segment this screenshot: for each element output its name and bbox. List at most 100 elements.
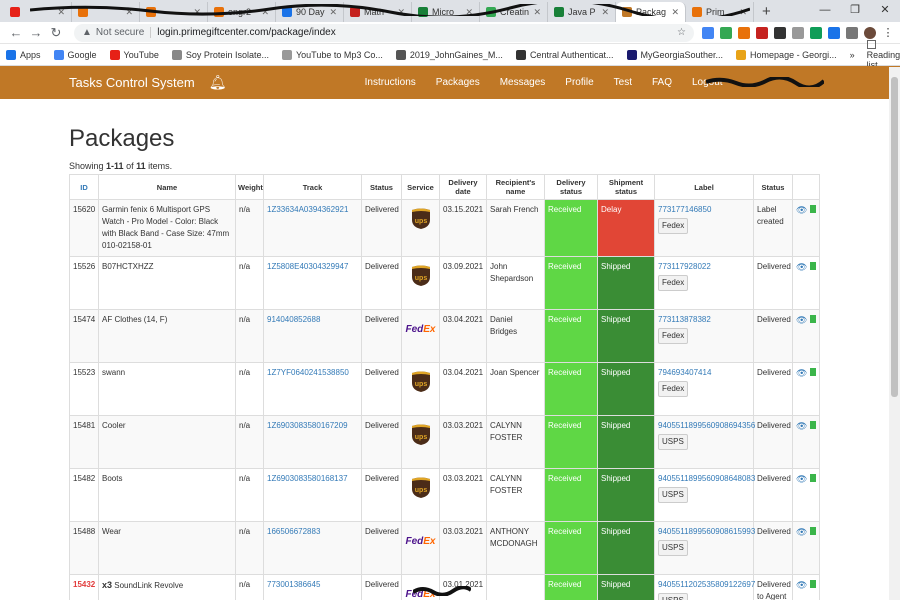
close-tab-icon[interactable]: ✕ [329, 6, 337, 17]
eye-icon[interactable]: 👁︎ [796, 205, 808, 215]
eye-icon[interactable]: 👁︎ [796, 421, 808, 431]
label-number-link[interactable]: 773177146850 [658, 205, 712, 214]
label-number-link[interactable]: 773113878382 [658, 315, 711, 324]
bookmark-item[interactable]: Homepage - Georgi... [736, 49, 837, 60]
label-status: Label created [753, 199, 793, 257]
reload-icon[interactable]: ↻ [50, 24, 62, 40]
bookmark-item[interactable]: YouTube to Mp3 Co... [281, 49, 383, 60]
extension-icon[interactable] [810, 26, 822, 39]
nav-link-profile[interactable]: Profile [565, 77, 594, 88]
track-link[interactable]: 166506672883 [263, 521, 362, 575]
nav-link-messages[interactable]: Messages [499, 77, 546, 88]
nav-link-test[interactable]: Test [613, 77, 632, 88]
maximize-icon[interactable]: ❐ [850, 4, 860, 16]
bookmark-item[interactable]: 2019_JohnGaines_M... [395, 49, 503, 60]
more-bookmarks-icon[interactable]: » [849, 49, 855, 60]
file-icon[interactable] [810, 368, 816, 376]
close-tab-icon[interactable]: ✕ [601, 6, 609, 17]
label-cell: 773117928022 Fedex [654, 256, 754, 310]
label-carrier-badge: USPS [658, 593, 688, 600]
track-link[interactable]: 914040852688 [263, 309, 362, 363]
forward-icon[interactable]: → [29, 25, 43, 40]
extension-icon[interactable] [738, 26, 750, 39]
extension-icon[interactable] [828, 26, 840, 39]
file-icon[interactable] [810, 205, 816, 213]
file-icon[interactable] [810, 315, 816, 323]
extension-icon[interactable] [774, 26, 786, 39]
browser-tab[interactable]: Packag ✕ [616, 2, 686, 22]
eye-icon[interactable]: 👁︎ [796, 368, 808, 378]
scrollbar-thumb[interactable] [891, 77, 898, 397]
extension-icon[interactable] [846, 26, 858, 39]
close-tab-icon[interactable]: ✕ [397, 6, 405, 17]
close-tab-icon[interactable]: ✕ [125, 6, 133, 17]
favicon-icon [692, 7, 702, 17]
column-header[interactable]: ID [69, 174, 99, 200]
nav-link-packages[interactable]: Packages [435, 77, 480, 88]
file-icon[interactable] [810, 421, 816, 429]
track-link[interactable]: 773001386645 [263, 574, 362, 600]
bookmark-item[interactable]: MyGeorgiaSouther... [626, 49, 723, 60]
bell-icon[interactable]: 🔔︎ [208, 74, 227, 90]
browser-tab[interactable]: ✕ [72, 2, 140, 22]
star-icon[interactable]: ☆ [677, 27, 686, 38]
eye-icon[interactable]: 👁︎ [796, 262, 808, 272]
reading-list-button[interactable]: Reading list [866, 39, 900, 70]
close-tab-icon[interactable]: ✕ [57, 6, 65, 17]
label-number-link[interactable]: 794693407414 [658, 368, 712, 377]
browser-tab[interactable]: ✕ [4, 2, 72, 22]
track-link[interactable]: 1Z33634A0394362921 [263, 199, 362, 257]
profile-avatar[interactable] [864, 26, 876, 39]
close-tab-icon[interactable]: ✕ [465, 6, 473, 17]
table-row: 15474 AF Clothes (14, F) n/a 914040852688 De… [69, 309, 820, 363]
file-icon[interactable] [810, 580, 816, 588]
label-number-link[interactable]: 9405511899560908694356 [658, 421, 756, 430]
column-header: Status [753, 174, 793, 200]
new-tab-button[interactable]: + [762, 3, 771, 20]
menu-icon[interactable]: ⋮ [882, 26, 894, 39]
label-number-link[interactable]: 773117928022 [658, 262, 711, 271]
close-window-icon[interactable]: ✕ [880, 4, 890, 16]
label-number-link[interactable]: 9405511202535809122697 [658, 580, 756, 589]
extension-icon[interactable] [792, 26, 804, 39]
file-icon[interactable] [810, 474, 816, 482]
bookmark-item[interactable]: YouTube [109, 49, 159, 60]
url-omnibox[interactable]: ▲ Not secure login.primegiftcenter.com/p… [74, 23, 694, 42]
minimize-icon[interactable]: — [819, 4, 831, 16]
browser-tab[interactable]: Micro ✕ [412, 2, 480, 22]
file-icon[interactable] [810, 262, 816, 270]
label-number-link[interactable]: 9405511899560908648083 [658, 474, 756, 483]
close-tab-icon[interactable]: ✕ [671, 6, 679, 17]
url-text[interactable]: login.primegiftcenter.com/package/index [157, 27, 336, 38]
track-link[interactable]: 1Z7YF0640241538850 [263, 362, 362, 416]
actions-cell: 👁︎ [792, 362, 820, 416]
eye-icon[interactable]: 👁︎ [796, 527, 808, 537]
track-link[interactable]: 1Z6903083580167209 [263, 415, 362, 469]
extension-icon[interactable] [720, 26, 732, 39]
file-icon[interactable] [810, 527, 816, 535]
close-tab-icon[interactable]: ✕ [261, 6, 269, 17]
close-tab-icon[interactable]: ✕ [193, 6, 201, 17]
bookmark-item[interactable]: Soy Protein Isolate... [171, 49, 269, 60]
bookmark-item[interactable]: Central Authenticat... [515, 49, 614, 60]
fedex-logo-icon: FedEx [405, 324, 436, 335]
label-number-link[interactable]: 9405511899560908615993 [658, 527, 756, 536]
bookmark-item[interactable]: Apps [6, 49, 41, 60]
bookmark-item[interactable]: Google [53, 49, 97, 60]
page-scrollbar[interactable] [889, 67, 900, 600]
browser-tab[interactable]: Math ✕ [344, 2, 412, 22]
close-tab-icon[interactable]: ✕ [533, 6, 541, 17]
extension-icon[interactable] [702, 26, 714, 39]
track-link[interactable]: 1Z6903083580168137 [263, 468, 362, 522]
nav-link-faq[interactable]: FAQ [651, 77, 672, 88]
brand-title[interactable]: Tasks Control System [69, 75, 195, 90]
eye-icon[interactable]: 👁︎ [796, 315, 808, 325]
track-link[interactable]: 1Z5808E40304329947 [263, 256, 362, 310]
browser-tab[interactable]: Java P ✕ [548, 2, 616, 22]
back-icon[interactable]: ← [9, 25, 23, 40]
extension-icon[interactable] [756, 26, 768, 39]
browser-tab[interactable]: 90 Day ✕ [276, 2, 344, 22]
nav-link-instructions[interactable]: Instructions [364, 77, 416, 88]
eye-icon[interactable]: 👁︎ [796, 474, 808, 484]
eye-icon[interactable]: 👁︎ [796, 580, 808, 590]
